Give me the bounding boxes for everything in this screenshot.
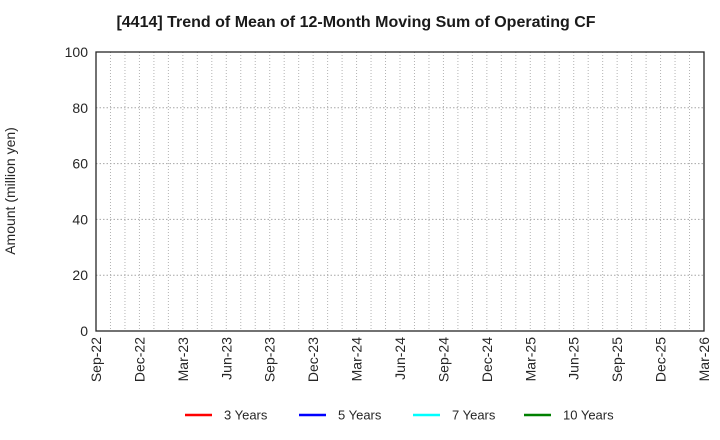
legend-label: 7 Years [452,408,496,423]
x-tick-label: Mar-25 [522,337,538,382]
x-tick-label: Sep-23 [262,337,278,382]
x-tick-label: Mar-23 [175,337,191,382]
legend-label: 5 Years [338,408,382,423]
y-tick-label: 40 [72,211,88,227]
legend-item-5-years: 5 Years [299,408,382,423]
x-tick-label: Dec-24 [479,337,495,382]
x-tick-label: Sep-22 [88,337,104,382]
y-axis-label: Amount (million yen) [2,127,18,255]
plot-border [95,51,705,332]
legend: 3 Years 5 Years 7 Years 10 Years [185,408,614,423]
legend-label: 10 Years [563,408,614,423]
gridlines [96,52,704,331]
x-tick-label: Jun-24 [392,337,408,380]
y-tick-label: 0 [80,323,88,339]
y-tick-label: 60 [72,156,88,172]
x-tick-label: Jun-25 [566,337,582,380]
y-tick-label: 20 [72,267,88,283]
x-tick-label: Dec-23 [305,337,321,382]
x-tick-label: Mar-26 [696,337,712,382]
x-tick-label: Mar-24 [349,337,365,382]
x-tick-label: Jun-23 [218,337,234,380]
x-tick-label: Dec-25 [653,337,669,382]
y-tick-label: 80 [72,100,88,116]
x-tick-labels: Sep-22 Dec-22 Mar-23 Jun-23 Sep-23 Dec-23 Mar-… [88,337,712,382]
legend-item-3-years: 3 Years [185,408,268,423]
legend-item-10-years: 10 Years [524,408,614,423]
chart-title: [4414] Trend of Mean of 12-Month Moving … [116,14,595,31]
y-tick-labels: 0 20 40 60 80 100 [65,44,89,339]
y-tick-label: 100 [65,44,89,60]
legend-label: 3 Years [224,408,268,423]
x-tick-label: Sep-25 [609,337,625,382]
legend-item-7-years: 7 Years [413,408,496,423]
x-tick-label: Dec-22 [131,337,147,382]
x-tick-label: Sep-24 [435,337,451,382]
